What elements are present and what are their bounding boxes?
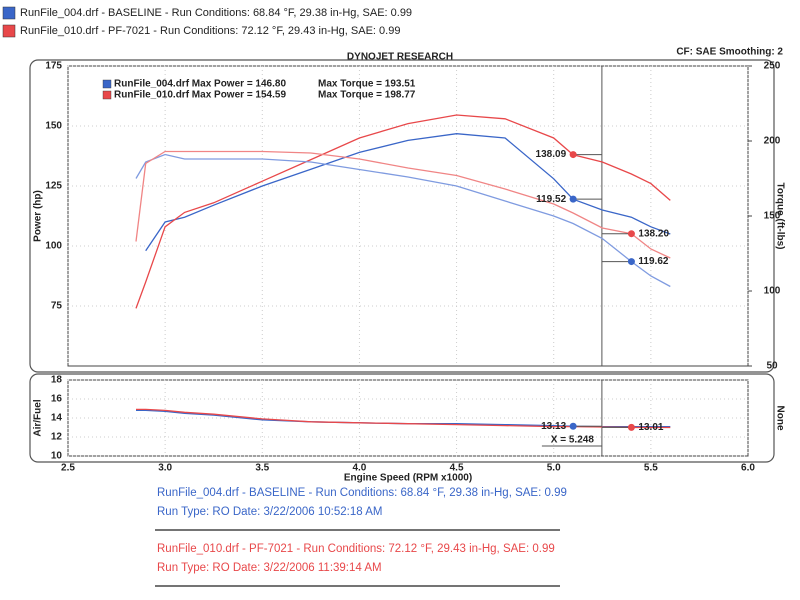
readout-marker (627, 258, 635, 266)
x-tick-label: 6.0 (741, 463, 755, 474)
y-tick-label: 75 (51, 301, 63, 312)
readout-label: 138.20 (638, 228, 669, 239)
readout-marker (627, 230, 635, 238)
cursor-label: X = 5.248 (551, 435, 595, 446)
y-tick-label: 100 (45, 241, 62, 252)
legend-power: RunFile_010.drf Max Power = 154.59 (114, 90, 286, 101)
readout-label: 138.09 (536, 149, 567, 160)
y-tick-label: 125 (45, 181, 62, 192)
y-tick-label: 175 (45, 61, 62, 72)
x-tick-label: 2.5 (61, 463, 75, 474)
y-tick-label: 18 (51, 375, 63, 386)
run-header: RunFile_010.drf - PF-7021 - Run Conditio… (20, 25, 400, 37)
y-tick-label: 12 (51, 432, 63, 443)
series-line (135, 153, 671, 288)
settings: CF: SAE Smoothing: 2 (676, 47, 783, 58)
x-tick-label: 5.0 (547, 463, 561, 474)
x-axis-label: Engine Speed (RPM x1000) (344, 473, 472, 484)
y2-axis-label: Torque (ft-lbs) (774, 182, 785, 249)
x-tick-label: 4.0 (352, 463, 366, 474)
y-tick-label: 14 (51, 413, 63, 424)
series-line (145, 133, 671, 252)
y-axis-label: Power (hp) (33, 190, 44, 242)
readout-label: 13.01 (638, 422, 663, 433)
y-axis-label: Air/Fuel (33, 399, 44, 436)
y-tick-label: 10 (51, 451, 63, 462)
readout-label: 119.52 (536, 194, 566, 205)
readout-marker (569, 195, 577, 203)
legend-power: RunFile_004.drf Max Power = 146.80 (114, 79, 286, 90)
run-header: RunFile_004.drf - BASELINE - Run Conditi… (20, 7, 412, 19)
plot-frame (29, 373, 775, 463)
x-tick-label: 3.5 (255, 463, 269, 474)
x-tick-label: 5.5 (644, 463, 658, 474)
run-footer: Run Type: RO Date: 3/22/2006 10:52:18 AM (157, 506, 382, 518)
readout-label: 13.13 (541, 421, 566, 432)
chart-title: DYNOJET RESEARCH (347, 52, 453, 63)
run-footer: Run Type: RO Date: 3/22/2006 11:39:14 AM (157, 562, 382, 574)
y2-tick-label: 200 (764, 136, 781, 147)
series-line (135, 150, 671, 259)
legend-swatch (102, 79, 112, 89)
y-tick-label: 16 (51, 394, 63, 405)
y2-tick-label: 250 (764, 61, 781, 72)
readout-marker (627, 423, 635, 431)
legend-swatch (2, 6, 16, 20)
x-tick-label: 4.5 (450, 463, 464, 474)
legend-torque: Max Torque = 193.51 (318, 79, 416, 90)
readout-label: 119.62 (638, 256, 668, 267)
y2-axis-label: None (774, 406, 785, 431)
series-line (135, 114, 671, 309)
readout-marker (569, 151, 577, 159)
y2-tick-label: 150 (764, 211, 781, 222)
legend-swatch (2, 24, 16, 38)
x-tick-label: 3.0 (158, 463, 172, 474)
legend-swatch (102, 90, 112, 100)
y2-tick-label: 100 (764, 286, 781, 297)
run-footer: RunFile_010.drf - PF-7021 - Run Conditio… (157, 543, 555, 555)
plot-frame (29, 59, 775, 373)
y2-tick-label: 50 (766, 361, 778, 372)
run-footer: RunFile_004.drf - BASELINE - Run Conditi… (157, 487, 567, 499)
legend-torque: Max Torque = 198.77 (318, 90, 416, 101)
readout-marker (569, 422, 577, 430)
y-tick-label: 150 (45, 121, 62, 132)
